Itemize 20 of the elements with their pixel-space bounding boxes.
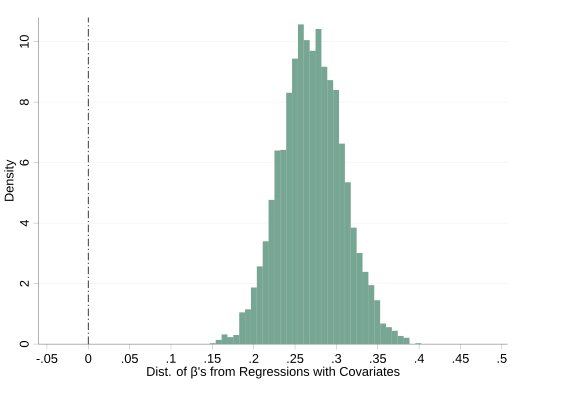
x-tick-label: 0 (85, 354, 92, 364)
y-tick-label: 4 (20, 220, 29, 227)
y-tick-label: 0 (20, 341, 29, 348)
x-tick-label: .35 (370, 354, 386, 364)
x-tick-label: -.05 (36, 354, 58, 364)
x-tick-label: .5 (498, 354, 507, 364)
y-tick-label: 6 (20, 160, 29, 166)
x-tick-label: .2 (250, 354, 258, 364)
x-tick-label: .1 (166, 354, 176, 363)
y-tick-label: 8 (20, 99, 29, 106)
y-tick-label: 10 (20, 35, 29, 48)
x-tick-label: .15 (204, 354, 221, 364)
x-axis-title: Dist. of β's from Regressions with Covariates (147, 366, 400, 379)
x-tick-label: .4 (414, 354, 424, 363)
y-axis-title: Density (4, 160, 16, 202)
x-tick-label: .05 (122, 354, 138, 364)
x-tick-label: .25 (287, 354, 304, 364)
y-tick-label: 2 (20, 280, 29, 287)
x-tick-label: .45 (452, 354, 469, 364)
x-tick-label: .3 (332, 354, 342, 364)
